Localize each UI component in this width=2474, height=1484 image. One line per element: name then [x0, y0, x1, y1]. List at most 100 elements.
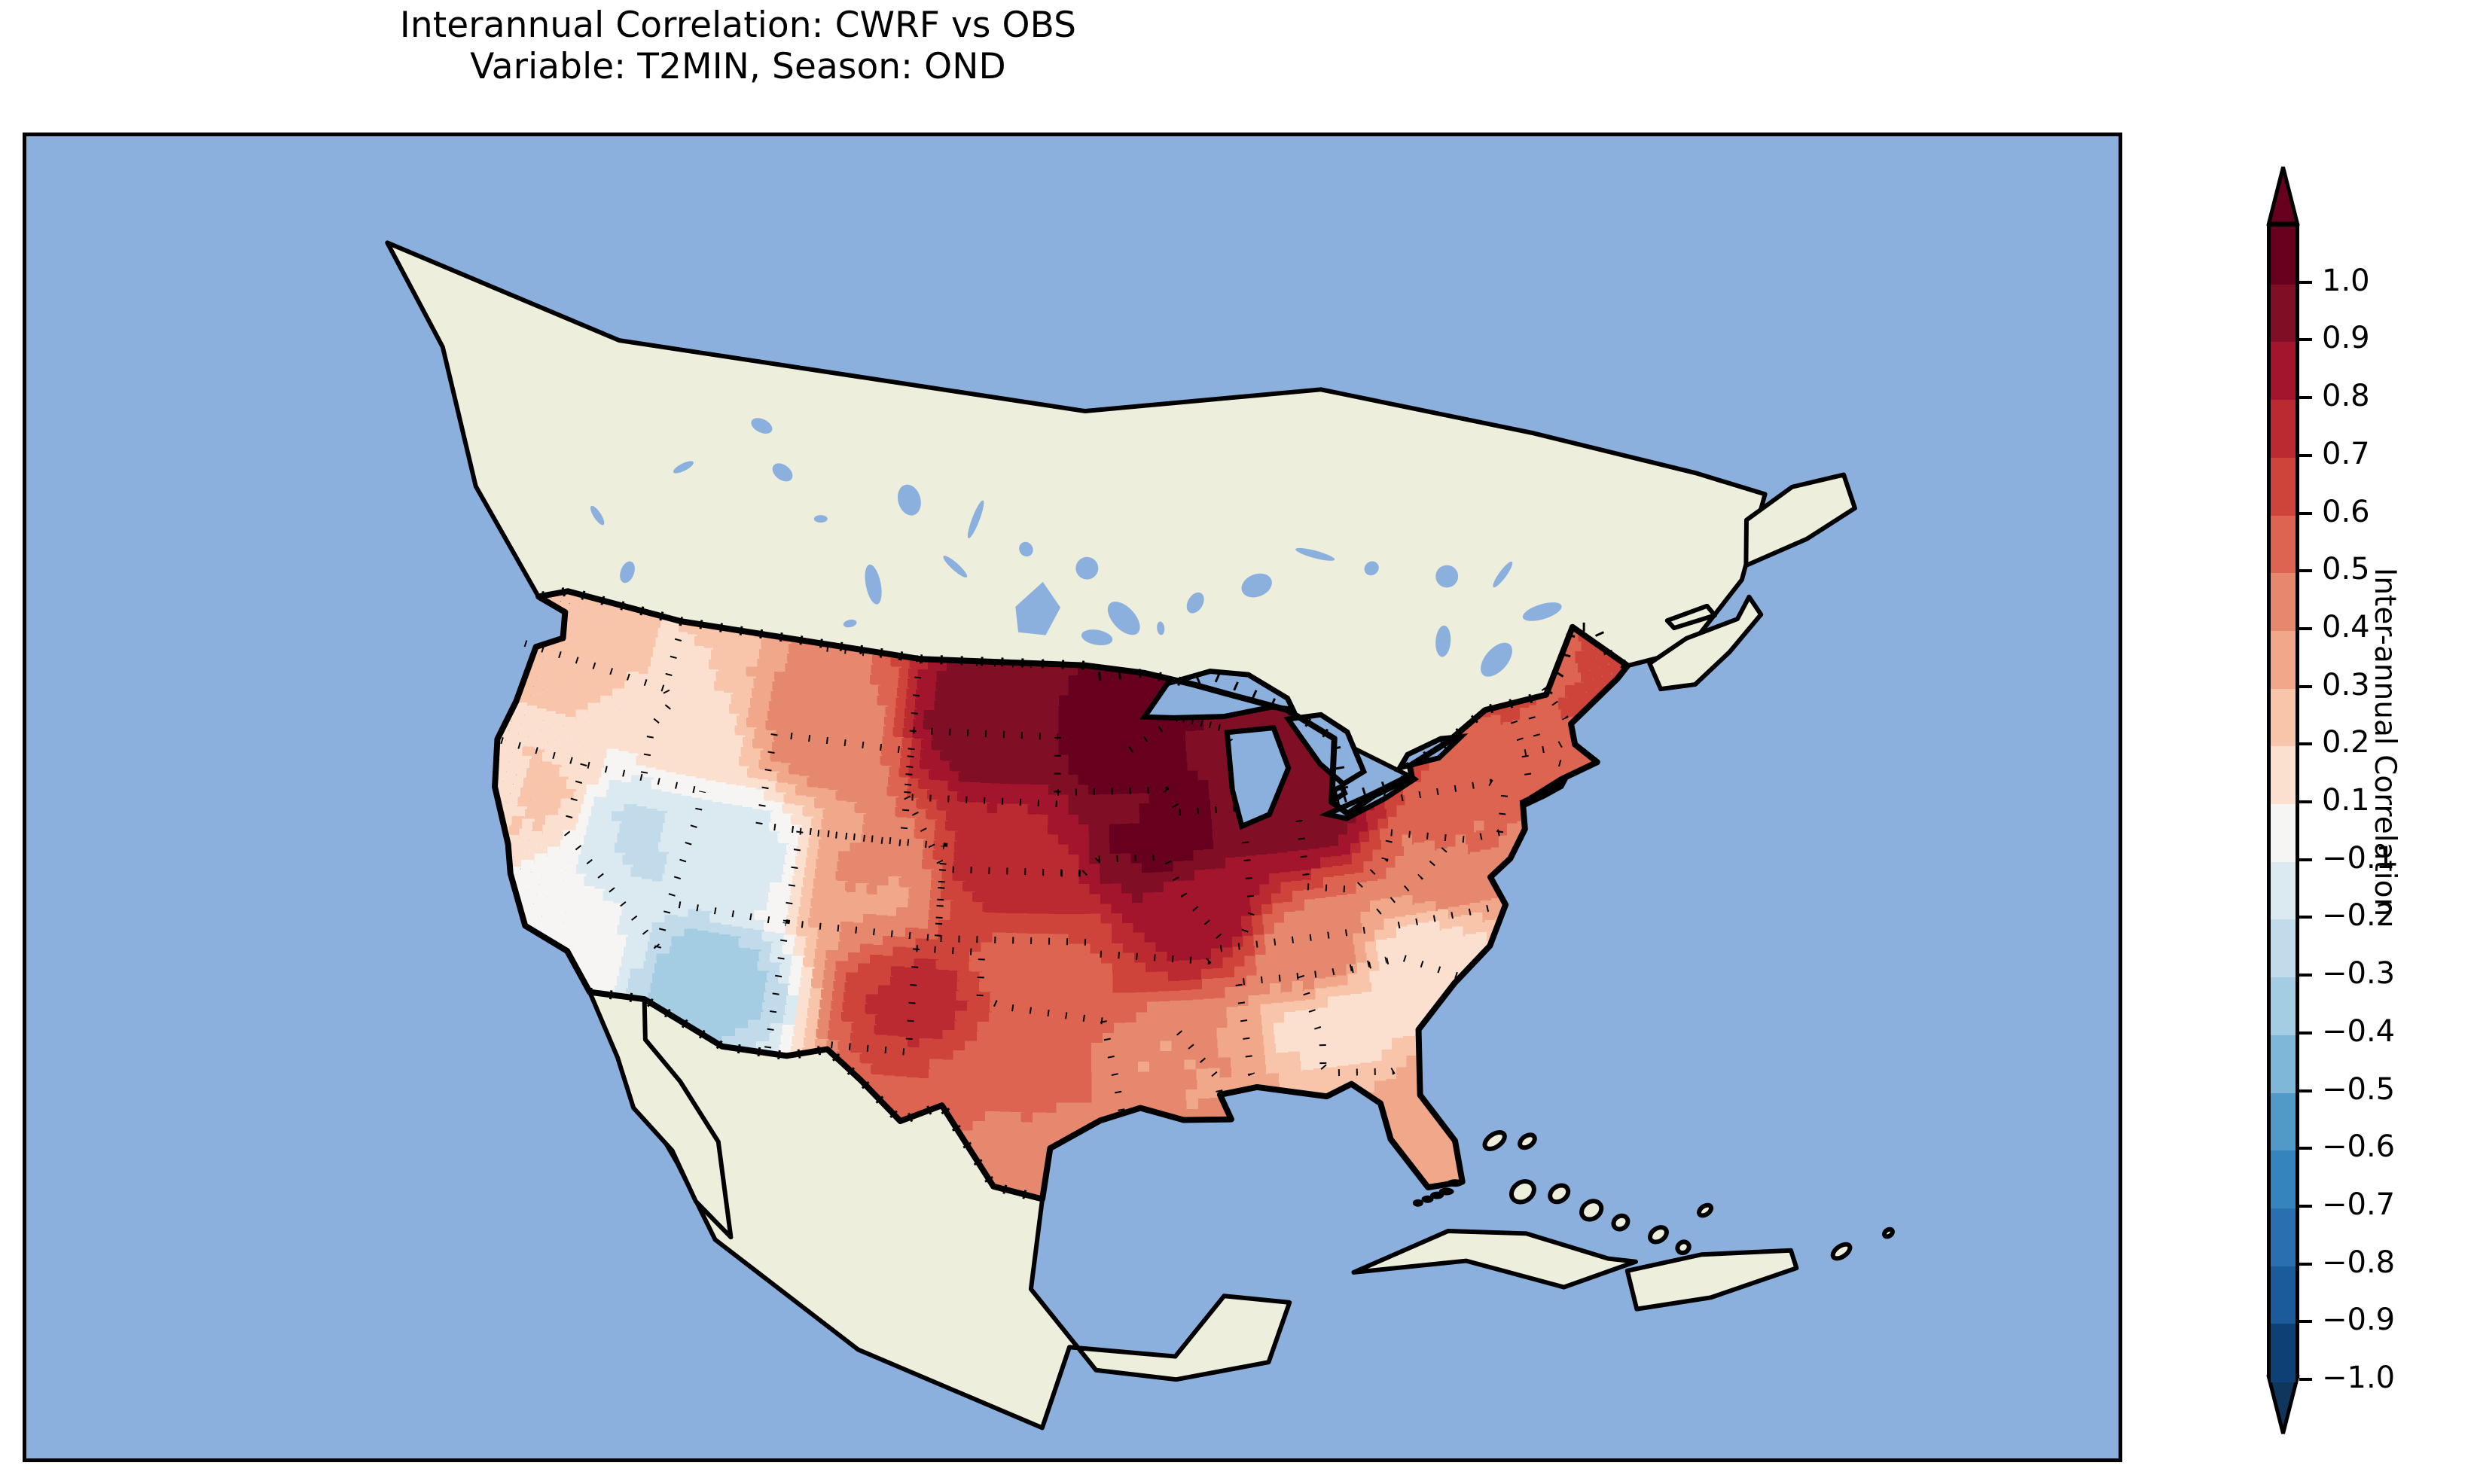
colorbar-axis-label: Inter-annual Correlation [2368, 567, 2402, 917]
colorbar-tick-mark [2299, 1378, 2312, 1381]
colorbar-tick-label: 0.5 [2322, 552, 2370, 587]
colorbar-tick-mark [2299, 511, 2312, 515]
island-3 [1611, 1213, 1631, 1232]
lake-minor-22 [1435, 625, 1451, 657]
colorbar-extend-arrows [2266, 166, 2300, 1434]
landmass-baja [587, 989, 734, 1240]
lake-minor-6 [943, 556, 968, 578]
colorbar-band [2271, 688, 2296, 747]
colorbar-band [2271, 573, 2296, 632]
island-9 [1882, 1227, 1895, 1239]
colorbar-gradient [2267, 223, 2299, 1382]
island-0 [1509, 1179, 1536, 1205]
colorbar-band [2271, 804, 2296, 863]
colorbar-tick-label: −0.7 [2322, 1187, 2396, 1222]
colorbar-band [2271, 630, 2296, 690]
outside-domain-land [385, 240, 1895, 1431]
chart-title: Interannual Correlation: CWRF vs OBS Var… [0, 5, 1476, 88]
landmass-nsct [1647, 594, 1764, 692]
state-border [1376, 840, 1454, 915]
lake-minor-24 [843, 619, 857, 628]
colorbar-tick-label: 0.7 [2322, 436, 2370, 471]
colorbar-tick-mark [2299, 974, 2312, 977]
colorbar-band [2271, 1150, 2296, 1209]
state-border [678, 901, 791, 1054]
state-border [1235, 983, 1261, 1089]
title-line-1: Interannual Correlation: CWRF vs OBS [399, 5, 1077, 46]
colorbar: 1.0 0.9 0.8 0.7 0.6 0.5 0.4 0.3 0.2 0.1 −0.1 −0.2 −0… [2266, 166, 2395, 1434]
florida-key-0 [1447, 1179, 1463, 1187]
island-5 [1675, 1239, 1692, 1256]
colorbar-band [2271, 919, 2296, 978]
colorbar-band [2271, 457, 2296, 517]
lake-shore-stclair [1331, 783, 1348, 804]
colorbar-tick-mark [2299, 396, 2312, 400]
colorbar-tick-label: −0.4 [2322, 1013, 2396, 1049]
colorbar-tick-label: 0.6 [2322, 494, 2370, 529]
long-island [1519, 778, 1569, 809]
lake-minor-12 [1157, 621, 1165, 635]
lake-shore-huron [1283, 712, 1368, 788]
coastlines [492, 588, 1631, 1207]
florida-key-2 [1430, 1191, 1444, 1199]
colorbar-tick-mark [2299, 916, 2312, 919]
colorbar-band [2271, 515, 2296, 574]
map-plot-area [23, 133, 2122, 1462]
colorbar-tick-label: 0.3 [2322, 667, 2370, 702]
colorbar-tick-mark [2299, 453, 2312, 457]
map-canvas [26, 136, 2119, 1458]
colorbar-tick-label: −0.8 [2322, 1245, 2396, 1280]
state-border [1176, 1030, 1224, 1095]
lake-winnipeg [1015, 581, 1061, 635]
island-1 [1548, 1183, 1571, 1205]
colorbar-over-arrow [2266, 166, 2300, 226]
state-border [1128, 714, 1226, 753]
map-svg [26, 136, 2119, 1458]
landmass-hisp [1624, 1248, 1799, 1312]
colorbar-band [2271, 1266, 2296, 1324]
colorbar-tick-mark [2299, 1204, 2312, 1208]
colorbar-tick-mark [2299, 742, 2312, 746]
lake-minor-23 [1481, 642, 1512, 677]
colorbar-band [2271, 1324, 2296, 1382]
colorbar-tick-mark [2299, 569, 2312, 573]
colorbar-tick-label: 0.1 [2322, 783, 2370, 818]
colorbar-tick-label: −0.2 [2322, 898, 2396, 934]
colorbar-tick-label: −0.5 [2322, 1071, 2396, 1107]
colorbar-tick-mark [2299, 1147, 2312, 1150]
island-8 [1830, 1242, 1853, 1261]
lake-minor-17 [1435, 565, 1459, 588]
colorbar-tick-mark [2299, 858, 2312, 861]
landmass-cuba [1351, 1229, 1638, 1290]
colorbar-tick-mark [2299, 1089, 2312, 1092]
lake-minor-15 [1295, 547, 1335, 561]
lake-minor-18 [1493, 561, 1513, 588]
colorbar-tick-label: −1.0 [2322, 1361, 2396, 1395]
colorbar-band [2271, 227, 2296, 285]
conus-coastline [492, 588, 1631, 1202]
colorbar-tick-label: 0.4 [2322, 609, 2370, 644]
colorbar-tick-mark [2299, 800, 2312, 803]
lake-minor-10 [1081, 629, 1113, 646]
colorbar-tick-label: 1.0 [2322, 263, 2370, 298]
lake-minor-19 [1522, 602, 1562, 621]
colorbar-band [2271, 746, 2296, 805]
lake-minor-7 [865, 564, 882, 605]
state-border [1057, 786, 1182, 815]
landmass-pei [1664, 603, 1718, 631]
lake-minor-0 [813, 515, 828, 523]
colorbar-tick-label: −0.1 [2322, 840, 2396, 876]
island-6 [1482, 1130, 1507, 1151]
colorbar-ticks: 1.0 0.9 0.8 0.7 0.6 0.5 0.4 0.3 0.2 0.1 −0.1 −0.2 −0… [2299, 223, 2474, 1393]
colorbar-band [2271, 1092, 2296, 1151]
florida-key-3 [1421, 1195, 1434, 1203]
island-7 [1518, 1132, 1537, 1150]
colorbar-tick-label: −0.9 [2322, 1303, 2396, 1338]
island-4 [1648, 1225, 1669, 1245]
lake-minor-4 [1019, 541, 1033, 557]
colorbar-band [2271, 284, 2296, 343]
colorbar-tick-label: −0.6 [2322, 1129, 2396, 1165]
lake-minor-14 [1241, 573, 1272, 598]
lake-minor-21 [590, 505, 605, 526]
lake-shore-erie [1319, 772, 1420, 821]
